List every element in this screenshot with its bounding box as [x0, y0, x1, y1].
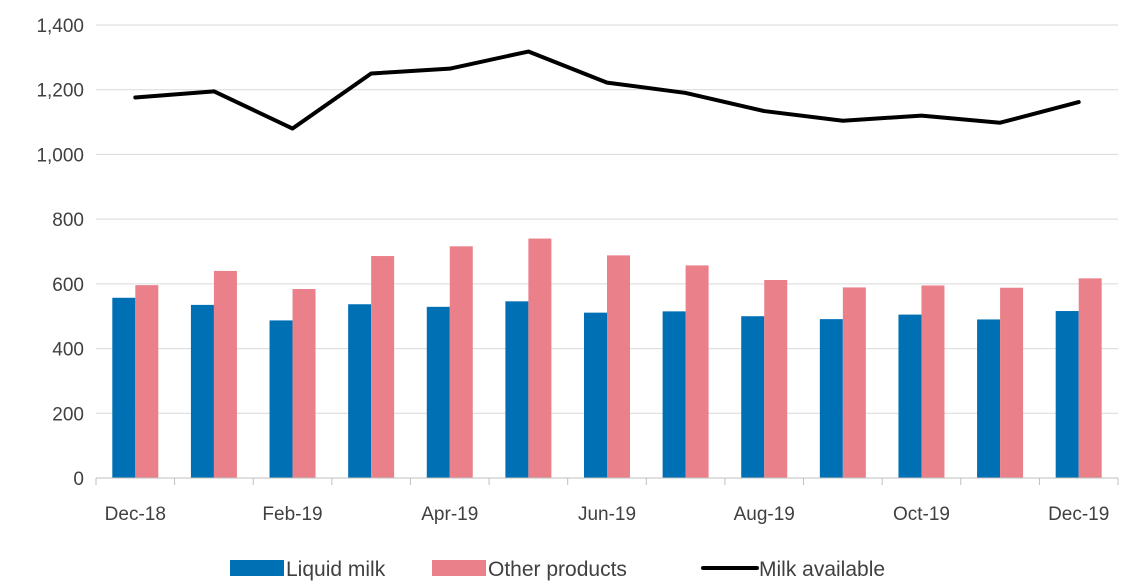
bar-liquid-milk [269, 320, 293, 478]
legend: Liquid milk Other products Milk available [230, 558, 885, 581]
bar-other-products [528, 238, 552, 478]
y-tick-label: 1,000 [36, 145, 84, 166]
y-tick-label: 600 [52, 275, 84, 296]
x-axis-tick-labels: Dec-18 Feb-19 Apr-19 Jun-19 Aug-19 Oct-19 Dec-… [105, 504, 1110, 525]
bar-liquid-milk [348, 304, 372, 478]
bar-liquid-milk [898, 314, 922, 478]
bar-liquid-milk [819, 319, 843, 478]
bar-other-products [685, 265, 709, 478]
x-tick-label: Feb-19 [262, 504, 322, 525]
x-tick-label: Oct-19 [893, 504, 950, 525]
bar-liquid-milk [112, 297, 136, 478]
y-tick-label: 800 [52, 210, 84, 231]
x-tick-label: Jun-19 [578, 504, 636, 525]
bar-liquid-milk [977, 319, 1001, 478]
bar-liquid-milk [190, 304, 214, 478]
legend-label-milk-available: Milk available [759, 558, 885, 581]
y-axis-tick-labels: 0 200 400 600 800 1,000 1,200 1,400 [36, 16, 84, 490]
bar-other-products [607, 255, 630, 478]
legend-swatch-other-products [432, 560, 486, 576]
y-tick-label: 0 [73, 469, 84, 490]
x-tick-label: Apr-19 [421, 504, 478, 525]
y-tick-label: 400 [52, 340, 84, 361]
milk-available-line [133, 49, 1081, 131]
bar-liquid-milk [1055, 311, 1079, 478]
bar-liquid-milk [426, 306, 450, 478]
bar-other-products [213, 270, 237, 478]
y-tick-label: 1,400 [36, 16, 84, 37]
bar-other-products [135, 285, 159, 478]
bar-other-products [449, 246, 473, 478]
bar-liquid-milk [741, 316, 765, 478]
bar-other-products [1000, 287, 1024, 478]
bar-other-products [371, 256, 395, 478]
legend-label-other-products: Other products [488, 558, 627, 581]
bar-other-products [764, 279, 788, 478]
x-tick-label: Aug-19 [734, 504, 795, 525]
bar-other-products [921, 285, 945, 478]
bar-liquid-milk [662, 311, 686, 478]
x-tick-label: Dec-19 [1048, 504, 1109, 525]
bars [112, 238, 1102, 478]
bar-liquid-milk [505, 301, 529, 478]
bar-other-products [842, 287, 866, 478]
y-tick-label: 200 [52, 404, 84, 425]
bar-liquid-milk [584, 312, 607, 478]
bar-other-products [1078, 278, 1102, 478]
x-axis [95, 477, 1119, 485]
bar-other-products [292, 289, 316, 478]
x-tick-label: Dec-18 [105, 504, 166, 525]
legend-label-liquid-milk: Liquid milk [286, 558, 386, 581]
y-tick-label: 1,200 [36, 81, 84, 102]
legend-swatch-liquid-milk [230, 560, 284, 576]
line-milk-available [133, 49, 1081, 131]
